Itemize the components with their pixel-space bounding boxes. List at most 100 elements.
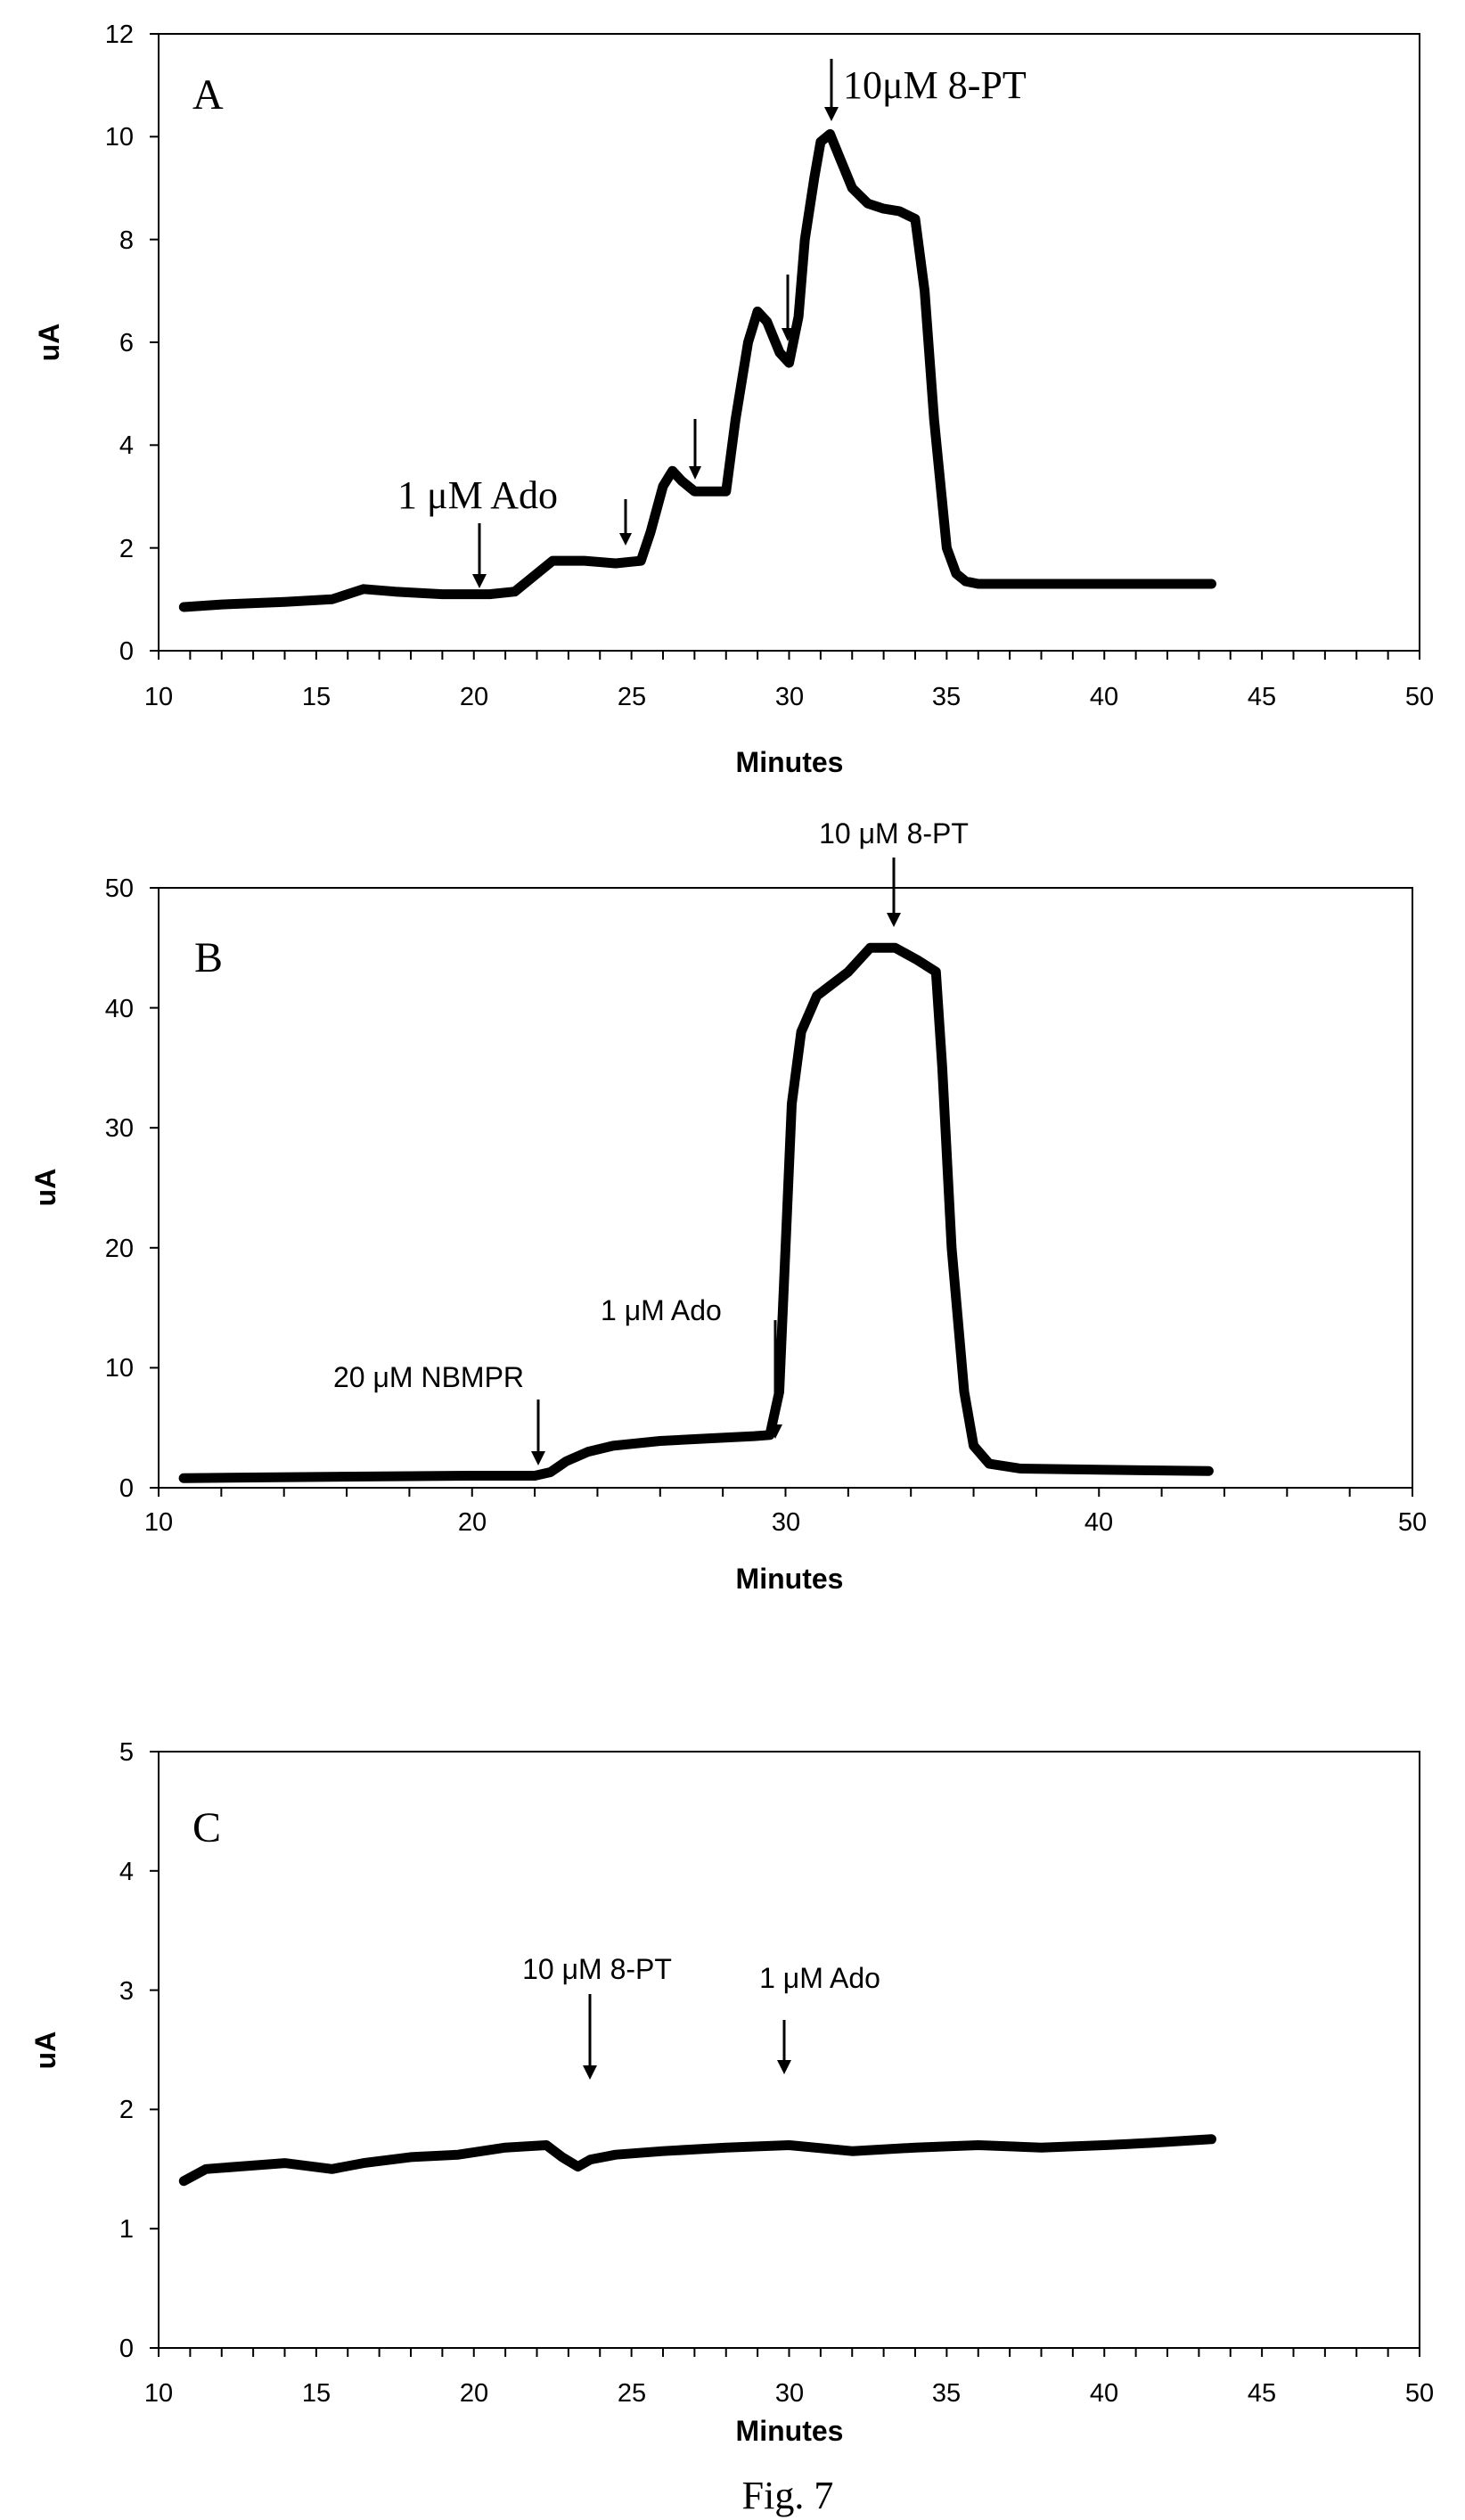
y-ticks-b: 0 10 20 30 40 50 [105, 874, 134, 1503]
data-point [702, 1433, 712, 1443]
data-point [585, 2155, 595, 2164]
data-point [1204, 1466, 1214, 1476]
data-point [951, 569, 961, 579]
x-tick-label: 20 [458, 1508, 487, 1537]
data-point [929, 415, 939, 424]
data-point [895, 206, 904, 216]
data-point [358, 584, 368, 594]
x-tick-label: 25 [618, 683, 646, 711]
data-point [784, 358, 794, 368]
data-point [548, 556, 558, 566]
x-tick-label: 50 [1405, 2379, 1434, 2408]
x-tick-label: 20 [460, 683, 488, 711]
arrow-3-head [689, 466, 701, 480]
data-point [946, 1243, 956, 1252]
data-point [1094, 1465, 1104, 1474]
y-tick-label: 0 [119, 637, 134, 666]
data-point [781, 1243, 790, 1252]
data-series [178, 128, 1216, 612]
panel-a: 10 15 20 25 30 35 40 45 50 0 2 4 6 8 10 … [33, 21, 1434, 778]
data-point [1016, 1464, 1026, 1473]
arrow-8pt-head [583, 2065, 597, 2080]
data-point [454, 2150, 463, 2160]
data-point [233, 2162, 242, 2171]
annotation-label: 1 μM Ado [601, 1294, 722, 1326]
data-point [438, 589, 447, 599]
data-point [931, 967, 941, 977]
tick-marks [150, 1751, 1420, 2357]
data-point [542, 2140, 552, 2150]
data-point [959, 1387, 969, 1397]
x-tick-label: 45 [1248, 2379, 1276, 2408]
data-point [636, 556, 646, 566]
y-tick-label: 8 [119, 226, 134, 255]
data-point [201, 2164, 211, 2174]
x-tick-label: 45 [1248, 683, 1276, 711]
x-tick-label: 40 [1090, 683, 1118, 711]
data-point [610, 558, 620, 568]
series-line [178, 942, 1214, 1483]
arrow-2-head [619, 533, 632, 546]
series-line [178, 128, 1216, 612]
arrow-ado-head [768, 1424, 782, 1439]
data-point [731, 415, 741, 424]
y-tick-label: 10 [105, 1354, 134, 1383]
x-tick-label: 50 [1398, 1508, 1427, 1537]
y-tick-label: 4 [119, 1858, 134, 1886]
y-tick-label: 5 [119, 1738, 134, 1767]
y-tick-label: 0 [119, 1474, 134, 1503]
y-tick-label: 2 [119, 535, 134, 563]
y-ticks-a: 0 2 4 6 8 10 12 [105, 21, 134, 666]
data-point [532, 569, 542, 579]
data-point [784, 2140, 794, 2150]
data-point [863, 199, 872, 209]
data-series [178, 942, 1214, 1483]
data-point [327, 2164, 337, 2174]
data-point [659, 481, 667, 491]
y-ticks-c: 0 1 2 3 4 5 [119, 1738, 134, 2363]
data-point [573, 2162, 583, 2171]
data-point [843, 967, 853, 977]
arrow-4-head [782, 328, 794, 341]
arrow-ado-head [777, 2060, 791, 2074]
x-tick-label: 10 [144, 2379, 173, 2408]
y-tick-label: 40 [105, 995, 134, 1023]
data-point [809, 173, 819, 183]
y-tick-label: 20 [105, 1235, 134, 1263]
data-point [774, 1387, 784, 1397]
data-point [920, 286, 929, 296]
data-point [911, 2143, 920, 2153]
data-point [467, 1471, 477, 1481]
data-series [178, 2134, 1216, 2187]
data-point [583, 1447, 593, 1457]
x-tick-label: 25 [618, 2379, 646, 2408]
data-point [667, 466, 677, 476]
y-axis-title: uA [29, 2032, 61, 2070]
data-point [406, 2152, 415, 2162]
data-point [985, 1459, 994, 1469]
data-point [217, 600, 226, 610]
x-ticks-b: 10 20 30 40 50 [144, 1508, 1427, 1537]
x-tick-label: 30 [775, 2379, 804, 2408]
x-tick-label: 30 [775, 683, 804, 711]
data-point [812, 991, 822, 1001]
data-point [762, 316, 772, 326]
annotation-label: 10μM 8-PT [843, 63, 1027, 107]
data-point [390, 587, 400, 596]
data-point [179, 2176, 189, 2186]
x-tick-label: 35 [932, 2379, 961, 2408]
y-tick-label: 0 [119, 2335, 134, 2363]
panel-label: B [194, 934, 223, 981]
y-tick-label: 30 [105, 1114, 134, 1143]
data-point [557, 2152, 567, 2162]
data-point [485, 589, 495, 599]
data-point [1100, 579, 1109, 589]
data-point [310, 1472, 320, 1482]
y-tick-label: 4 [119, 431, 134, 460]
data-point [743, 338, 753, 347]
arrow-nbmpr-head [531, 1451, 545, 1465]
data-point [1147, 2138, 1157, 2147]
data-point [835, 152, 845, 162]
data-point [610, 2150, 620, 2160]
x-ticks-c: 10 15 20 25 30 35 40 45 50 [144, 2379, 1434, 2408]
